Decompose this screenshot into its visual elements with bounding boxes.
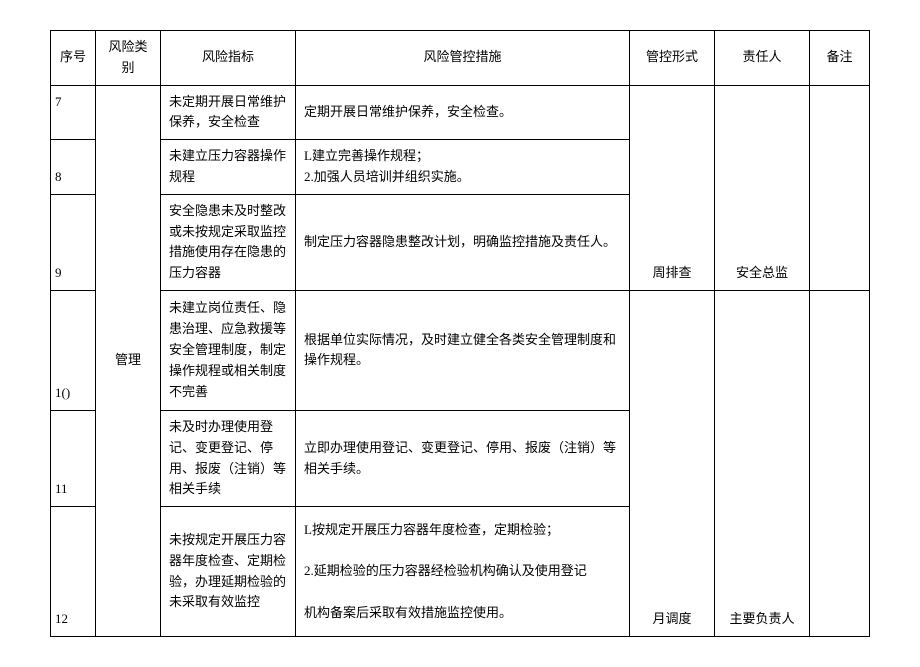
cell-form-group1: 周排查 (630, 85, 715, 290)
cell-indicator-10: 未建立岗位责任、隐患治理、应急救援等安全管理制度，制定操作规程或相关制度不完善 (161, 290, 296, 410)
cell-indicator-9: 安全隐患未及时整改或未按规定采取监控措施使用存在隐患的压力容器 (161, 194, 296, 290)
risk-table: 序号 风险类别 风险指标 风险管控措施 管控形式 责任人 备注 7 管理 未定期… (50, 30, 870, 637)
cell-indicator-12: 未按规定开展压力容器年度检查、定期检验，办理延期检验的未采取有效监控 (161, 507, 296, 637)
cell-form-group2: 月调度 (630, 290, 715, 636)
cell-indicator-7: 未定期开展日常维护保养，安全检查 (161, 85, 296, 140)
cell-seq-7: 7 (51, 85, 96, 140)
cell-seq-12: 12 (51, 507, 96, 637)
header-form: 管控形式 (630, 31, 715, 86)
cell-measures-11: 立即办理使用登记、变更登记、停用、报废（注销）等相关手续。 (296, 410, 630, 506)
cell-note-group1 (810, 85, 870, 290)
header-responsible: 责任人 (715, 31, 810, 86)
cell-indicator-11: 未及时办理使用登记、变更登记、停用、报废（注销）等相关手续 (161, 410, 296, 506)
header-row: 序号 风险类别 风险指标 风险管控措施 管控形式 责任人 备注 (51, 31, 870, 86)
header-note: 备注 (810, 31, 870, 86)
cell-responsible-group1: 安全总监 (715, 85, 810, 290)
header-seq: 序号 (51, 31, 96, 86)
header-indicator: 风险指标 (161, 31, 296, 86)
cell-measures-9: 制定压力容器隐患整改计划，明确监控措施及责任人。 (296, 194, 630, 290)
cell-measures-7: 定期开展日常维护保养，安全检查。 (296, 85, 630, 140)
cell-indicator-8: 未建立压力容器操作规程 (161, 140, 296, 195)
cell-responsible-group2: 主要负责人 (715, 290, 810, 636)
table-row: 7 管理 未定期开展日常维护保养，安全检查 定期开展日常维护保养，安全检查。 周… (51, 85, 870, 140)
cell-seq-10: 1() (51, 290, 96, 410)
cell-seq-8: 8 (51, 140, 96, 195)
header-measures: 风险管控措施 (296, 31, 630, 86)
cell-seq-9: 9 (51, 194, 96, 290)
cell-measures-8: L建立完善操作规程； 2.加强人员培训并组织实施。 (296, 140, 630, 195)
header-category: 风险类别 (96, 31, 161, 86)
cell-note-group2 (810, 290, 870, 636)
cell-seq-11: 11 (51, 410, 96, 506)
cell-measures-10: 根据单位实际情况，及时建立健全各类安全管理制度和操作规程。 (296, 290, 630, 410)
cell-category: 管理 (96, 85, 161, 637)
cell-measures-12: L按规定开展压力容器年度检查，定期检验； 2.延期检验的压力容器经检验机构确认及… (296, 507, 630, 637)
table-row: 1() 未建立岗位责任、隐患治理、应急救援等安全管理制度，制定操作规程或相关制度… (51, 290, 870, 410)
